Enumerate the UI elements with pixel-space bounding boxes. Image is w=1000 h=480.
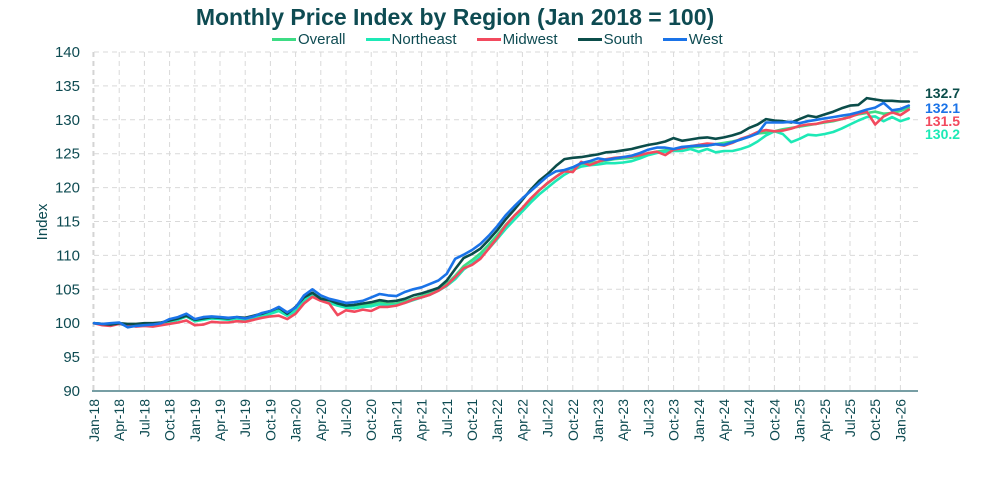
x-tick-label: Jul-23	[640, 399, 656, 437]
legend-label: Northeast	[391, 31, 457, 48]
x-tick-label: Jan-20	[288, 399, 304, 442]
x-tick-label: Apr-23	[615, 399, 631, 441]
x-tick-label: Jan-26	[892, 399, 908, 442]
x-tick-label: Apr-25	[817, 399, 833, 441]
x-tick-label: Jan-24	[691, 399, 707, 442]
x-tick-label: Jul-22	[540, 399, 556, 437]
x-tick-label: Oct-25	[867, 399, 883, 441]
legend-swatch	[476, 38, 501, 41]
y-tick-label: 90	[63, 383, 80, 400]
x-tick-label: Jul-24	[741, 399, 757, 437]
y-tick-label: 95	[63, 349, 80, 366]
x-tick-label: Jan-25	[792, 399, 808, 442]
legend-item-overall: Overall	[272, 31, 346, 48]
legend-item-west: West	[662, 31, 723, 48]
legend-label: Midwest	[502, 31, 558, 48]
x-tick-label: Apr-18	[111, 399, 127, 441]
x-tick-label: Oct-24	[766, 399, 782, 441]
legend-item-midwest: Midwest	[476, 31, 558, 48]
y-tick-label: 125	[55, 146, 80, 163]
series-line-south	[92, 96, 911, 326]
x-tick-label: Jan-23	[590, 399, 606, 442]
x-tick-label: Jan-19	[187, 399, 203, 442]
y-tick-label: 100	[55, 315, 80, 332]
x-tick-label: Jul-19	[237, 399, 253, 437]
x-tick-label: Apr-19	[212, 399, 228, 441]
x-tick-label: Oct-18	[162, 399, 178, 441]
series-line-overall	[92, 106, 911, 328]
x-tick-label: Oct-23	[666, 399, 682, 441]
legend-swatch	[272, 38, 296, 41]
y-tick-label: 105	[55, 281, 80, 298]
end-label-west: 132.1	[925, 100, 960, 116]
legend-swatch	[662, 38, 687, 41]
y-tick-label: 130	[55, 112, 80, 129]
x-tick-label: Oct-19	[262, 399, 278, 441]
y-tick-label: 135	[55, 78, 80, 95]
y-tick-label: 115	[56, 214, 80, 231]
chart-title: Monthly Price Index by Region (Jan 2018 …	[195, 4, 715, 30]
legend-label: West	[688, 31, 723, 48]
x-tick-label: Jan-18	[86, 399, 102, 442]
x-tick-label: Jul-20	[338, 399, 354, 437]
y-axis-label: Index	[34, 203, 51, 240]
series-lines	[92, 96, 911, 329]
y-tick-label: 140	[55, 44, 80, 61]
end-label-northeast: 130.2	[925, 126, 960, 142]
axes: 90 95 100 105 110 115 120 125 130 135 140 Jan-18 Apr…	[55, 44, 918, 442]
end-label-midwest: 131.5	[925, 113, 960, 129]
end-label-south: 132.7	[925, 85, 960, 101]
series-line-midwest	[92, 108, 911, 328]
x-tick-label: Jul-25	[842, 399, 858, 437]
x-tick-label: Oct-22	[565, 399, 581, 441]
y-tick-label: 120	[55, 180, 80, 197]
legend-swatch	[365, 38, 390, 41]
x-tick-label: Jan-22	[489, 399, 505, 442]
x-tick-label: Jan-21	[388, 399, 404, 442]
x-tick-label: Apr-20	[313, 399, 329, 441]
x-tick-label: Jul-21	[439, 399, 455, 437]
x-tick-label: Apr-21	[414, 399, 430, 441]
x-tick-label: Apr-22	[514, 399, 530, 441]
x-tick-label: Apr-24	[716, 399, 732, 441]
series-line-west	[92, 101, 911, 329]
legend-item-northeast: Northeast	[365, 31, 457, 48]
legend-label: South	[603, 31, 643, 48]
y-tick-label: 110	[56, 247, 80, 264]
x-tick-label: Jul-18	[136, 399, 152, 437]
x-tick-label: Oct-21	[464, 399, 480, 441]
legend-item-south: South	[577, 31, 643, 48]
legend-label: Overall	[298, 31, 346, 48]
x-tick-label: Oct-20	[363, 399, 379, 441]
legend: Overall Northeast Midwest South West	[272, 31, 723, 48]
legend-swatch	[577, 38, 602, 41]
